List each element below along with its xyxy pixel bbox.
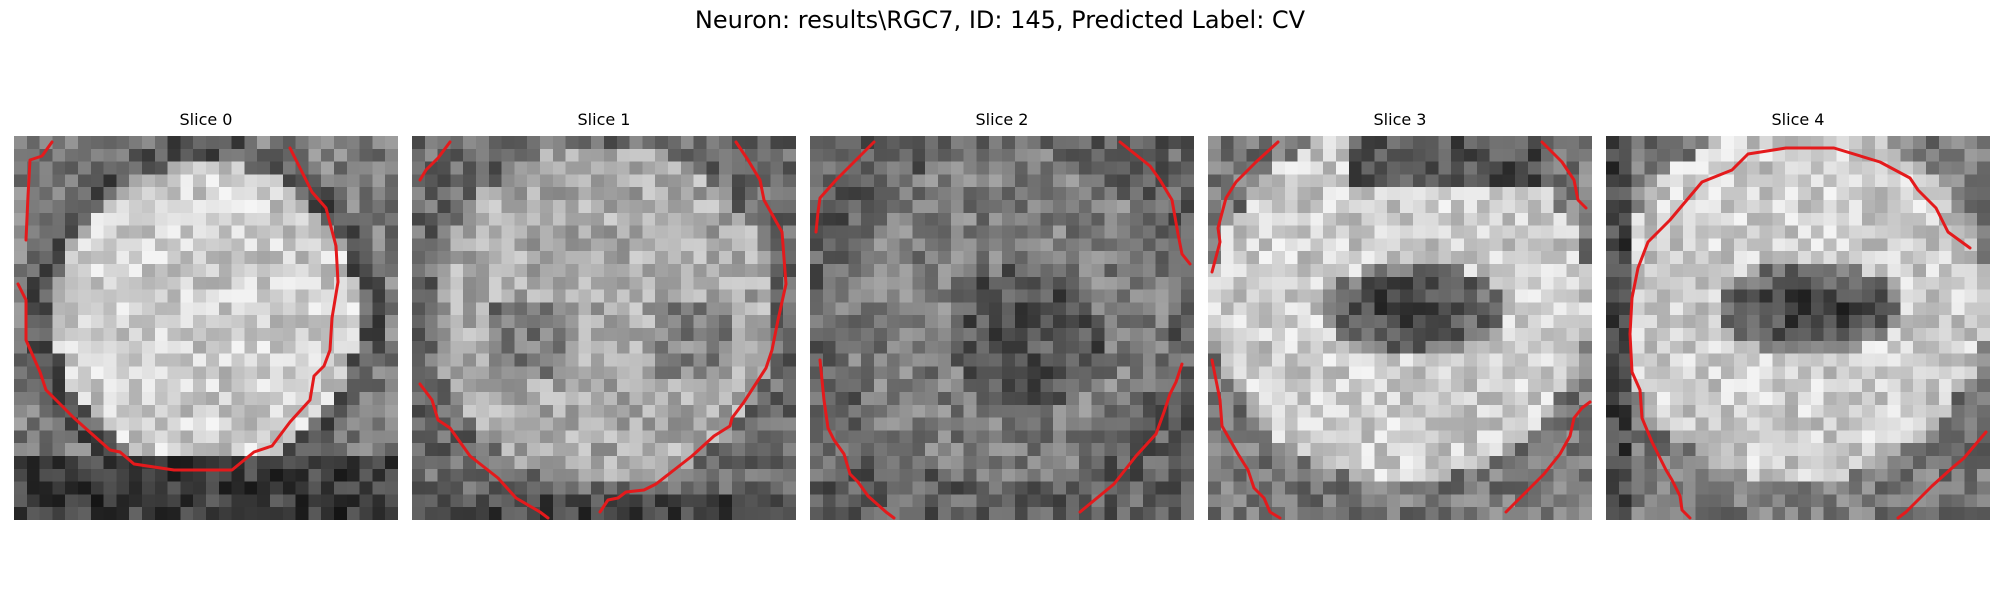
- slice-contour-0: [16, 140, 340, 472]
- slice-image-2: [810, 136, 1194, 520]
- slice-canvas-3: [1208, 136, 1592, 520]
- slice-panel-4: Slice 4: [1606, 108, 1990, 520]
- contour-line: [16, 146, 340, 472]
- contour-line: [1118, 140, 1192, 266]
- slice-contour-3: [1210, 140, 1592, 520]
- slice-image-1: [412, 136, 796, 520]
- contour-line: [418, 140, 452, 182]
- slice-image-4: [1606, 136, 1990, 520]
- slice-image-0: [14, 136, 398, 520]
- slice-contour-1: [418, 140, 788, 520]
- slice-canvas-1: [412, 136, 796, 520]
- slice-title-2: Slice 2: [975, 110, 1029, 129]
- figure-title: Neuron: results\RGC7, ID: 145, Predicted…: [694, 6, 1306, 34]
- slice-canvas-2: [810, 136, 1194, 520]
- slice-panel-2: Slice 2: [810, 108, 1194, 520]
- slice-panel-3: Slice 3: [1208, 108, 1592, 520]
- slice-title-0: Slice 0: [179, 110, 233, 129]
- slice-title-3: Slice 3: [1373, 110, 1427, 129]
- contour-line: [1504, 400, 1592, 514]
- contour-line: [1628, 146, 1972, 520]
- contour-line: [418, 382, 550, 520]
- slice-title-1: Slice 1: [577, 110, 631, 129]
- slice-panel-0: Slice 0: [14, 108, 398, 520]
- contour-line: [1210, 358, 1282, 520]
- contour-line: [1210, 140, 1280, 274]
- slice-title-4: Slice 4: [1771, 110, 1825, 129]
- slice-canvas-0: [14, 136, 398, 520]
- contour-line: [1540, 140, 1588, 210]
- contour-line: [598, 140, 788, 514]
- contour-line: [814, 140, 876, 234]
- slice-panel-1: Slice 1: [412, 108, 796, 520]
- slice-contour-2: [814, 140, 1192, 520]
- contour-line: [24, 140, 54, 242]
- contour-line: [1896, 430, 1988, 520]
- slice-image-3: [1208, 136, 1592, 520]
- contour-line: [818, 358, 896, 520]
- slice-contour-4: [1628, 146, 1988, 520]
- contour-line: [1078, 362, 1184, 514]
